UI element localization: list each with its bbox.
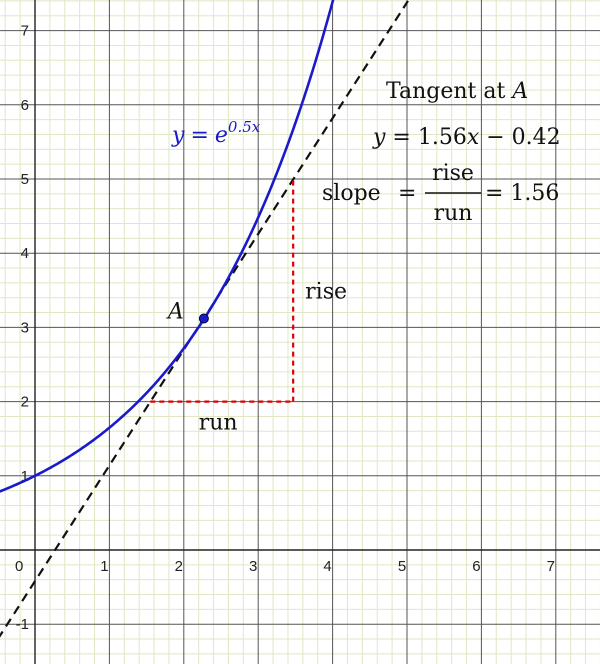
- slope-equals: =: [398, 181, 416, 206]
- y-tick-label: 2: [21, 394, 29, 411]
- rise-label: rise: [305, 279, 347, 304]
- tick-labels: 0 1 2 3 4 5 6 7 -1 1 2 3 4 5 6 7: [15, 23, 555, 634]
- x-tick-label: 5: [398, 558, 406, 575]
- y-tick-label: 3: [21, 319, 29, 336]
- exponential-curve: [0, 0, 335, 493]
- x-tick-label: 3: [249, 558, 257, 575]
- tangent-equation: y = 1.56x − 0.42: [372, 125, 561, 150]
- curve-label: y = e0.5x: [171, 118, 261, 148]
- series: [0, 0, 409, 638]
- x-tick-label: 4: [323, 558, 331, 575]
- slope-word: slope: [322, 181, 381, 206]
- fraction-numerator: rise: [432, 161, 474, 186]
- point-a-label: A: [166, 299, 184, 324]
- slope-value: = 1.56: [485, 181, 559, 206]
- x-tick-label: 0: [15, 558, 23, 575]
- point-a-marker: [198, 313, 209, 324]
- y-tick-label: -1: [16, 616, 29, 633]
- fraction-denominator: run: [434, 201, 473, 226]
- x-tick-label: 6: [472, 558, 480, 575]
- y-tick-label: 7: [21, 23, 29, 40]
- y-tick-label: 1: [21, 468, 29, 485]
- y-tick-label: 4: [21, 245, 29, 262]
- x-tick-label: 7: [547, 558, 555, 575]
- y-tick-label: 5: [21, 171, 29, 188]
- x-tick-label: 1: [100, 558, 108, 575]
- tangent-title: Tangent at A: [386, 79, 528, 104]
- annotations: y = e0.5x Tangent at A y = 1.56x − 0.42 sl…: [166, 79, 561, 436]
- y-tick-label: 6: [21, 97, 29, 114]
- x-tick-label: 2: [175, 558, 183, 575]
- run-label: run: [199, 411, 238, 436]
